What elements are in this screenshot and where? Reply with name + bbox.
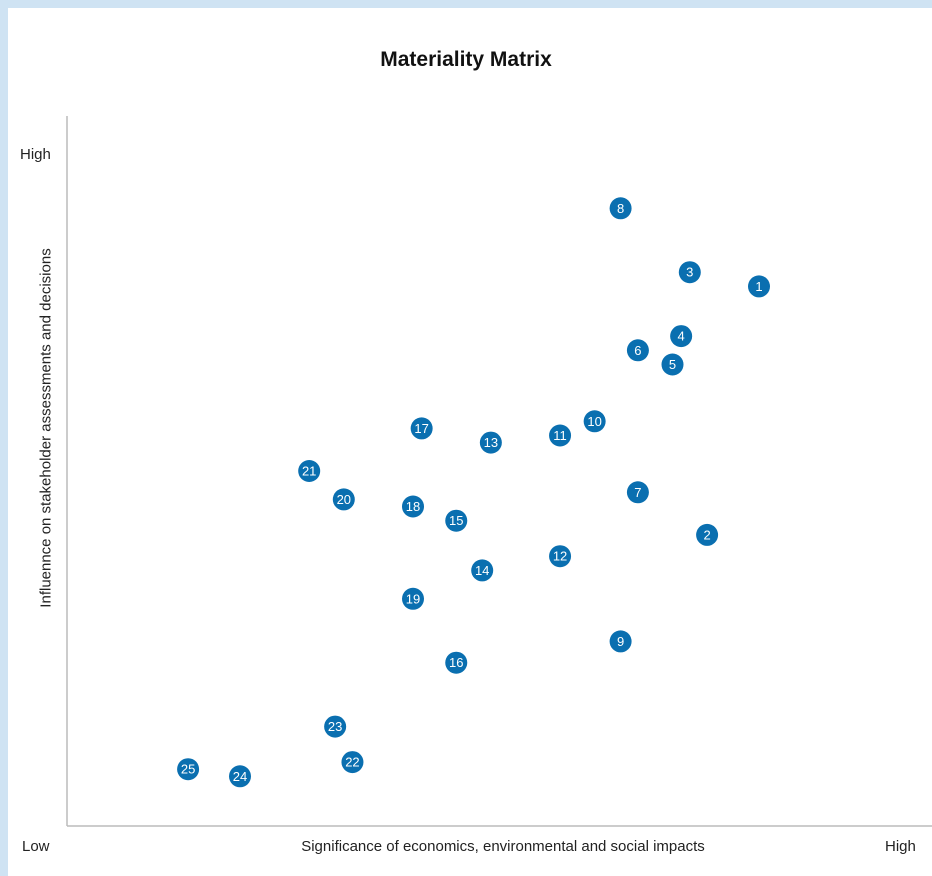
points-layer: 1234567891011121314151617181920212223242… [177, 197, 770, 788]
point-marker [626, 339, 649, 362]
point-label: 3 [686, 265, 693, 280]
point-marker [445, 651, 468, 674]
point-label: 1 [755, 279, 762, 294]
point-label: 23 [328, 719, 342, 734]
point-label: 12 [553, 549, 567, 564]
point-label: 19 [406, 591, 420, 606]
point-marker [324, 715, 347, 738]
point-3: 3 [678, 261, 701, 284]
point-21: 21 [298, 460, 321, 482]
point-5: 5 [661, 353, 684, 376]
point-20: 20 [332, 488, 355, 511]
point-13: 13 [479, 431, 502, 454]
point-marker [298, 460, 321, 482]
point-8: 8 [609, 197, 632, 220]
point-label: 24 [233, 769, 247, 784]
chart-title: Materiality Matrix [380, 48, 552, 71]
point-10: 10 [583, 410, 606, 433]
point-24: 24 [229, 765, 251, 788]
point-marker [583, 410, 606, 433]
point-label: 9 [617, 634, 624, 649]
point-marker [549, 545, 572, 568]
point-label: 4 [678, 329, 685, 344]
point-label: 11 [553, 428, 567, 443]
point-12: 12 [549, 545, 572, 568]
point-label: 15 [449, 513, 463, 528]
point-1: 1 [748, 275, 770, 298]
point-15: 15 [445, 509, 468, 532]
point-marker [332, 488, 355, 511]
point-label: 21 [302, 464, 316, 479]
point-marker [402, 587, 424, 610]
point-23: 23 [324, 715, 347, 738]
point-16: 16 [445, 651, 468, 674]
point-2: 2 [696, 523, 719, 546]
x-axis-label: Significance of economics, environmental… [301, 838, 705, 855]
point-marker [549, 424, 572, 447]
point-marker [661, 353, 684, 376]
x-tick-high: High [885, 838, 916, 855]
point-7: 7 [626, 481, 649, 504]
point-9: 9 [609, 630, 632, 653]
point-marker [479, 431, 502, 454]
point-label: 2 [703, 527, 710, 542]
point-marker [696, 523, 719, 546]
point-19: 19 [402, 587, 424, 610]
point-4: 4 [670, 325, 693, 348]
point-label: 6 [634, 343, 641, 358]
point-marker [410, 417, 433, 440]
point-marker [670, 325, 693, 348]
point-label: 7 [634, 485, 641, 500]
y-tick-high: High [20, 146, 51, 163]
point-marker [678, 261, 701, 284]
point-marker [609, 197, 632, 220]
point-marker [177, 758, 200, 781]
x-tick-low: Low [22, 838, 50, 855]
point-label: 5 [669, 357, 676, 372]
point-6: 6 [626, 339, 649, 362]
point-label: 8 [617, 201, 624, 216]
point-11: 11 [549, 424, 572, 447]
point-label: 17 [414, 421, 428, 436]
point-marker [748, 275, 770, 298]
point-label: 10 [587, 414, 601, 429]
point-marker [609, 630, 632, 653]
point-25: 25 [177, 758, 200, 781]
point-marker [471, 559, 494, 582]
point-14: 14 [471, 559, 494, 582]
point-label: 14 [475, 563, 489, 578]
point-marker [402, 495, 424, 518]
point-18: 18 [402, 495, 424, 518]
point-marker [626, 481, 649, 504]
point-label: 18 [406, 499, 420, 514]
point-label: 22 [345, 755, 359, 770]
point-marker [445, 509, 468, 532]
point-label: 16 [449, 655, 463, 670]
chart-frame [8, 8, 932, 876]
point-marker [341, 751, 364, 774]
point-label: 13 [484, 435, 498, 450]
point-22: 22 [341, 751, 364, 774]
point-label: 25 [181, 762, 195, 777]
point-marker [229, 765, 251, 788]
point-label: 20 [337, 492, 351, 507]
point-17: 17 [410, 417, 433, 440]
